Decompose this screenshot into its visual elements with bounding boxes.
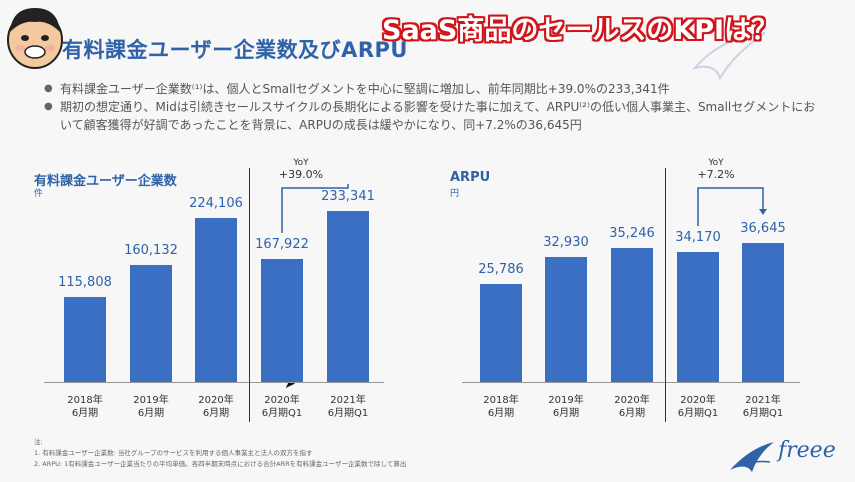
chart-baseline (462, 382, 800, 383)
yoy-arrow-icon (281, 184, 349, 233)
bar (742, 243, 784, 382)
x-tick-label: 2020年 6月期Q1 (261, 395, 303, 419)
x-tick-label: 2019年 6月期 (133, 395, 169, 419)
chart-baseline (44, 382, 384, 383)
chart-title-arpu: ARPU (450, 170, 491, 185)
chart-period-divider (249, 168, 250, 422)
bar (261, 259, 303, 382)
yoy-value: +39.0% (278, 168, 324, 181)
yoy-value: +7.2% (697, 168, 735, 181)
freee-logo-text: freee (778, 438, 836, 463)
bar (545, 257, 587, 382)
bar-value-label: 35,246 (609, 226, 655, 241)
bar-value-label: 233,341 (321, 189, 375, 204)
chart-title-users: 有料課金ユーザー企業数 (34, 174, 177, 189)
bar-value-label: 224,106 (189, 196, 243, 211)
slide-title: 有料課金ユーザー企業数及びARPU (62, 38, 408, 62)
bar-value-label: 32,930 (543, 235, 589, 250)
bar (195, 218, 237, 382)
presenter-avatar (7, 8, 63, 69)
bar (130, 265, 172, 382)
video-caption-banner: SaaS商品のセールスのKPIは？ (382, 15, 779, 46)
footnote-2: 2. ARPU: 1有料課金ユーザー企業当たりの平均単価。各四半期末時点における… (34, 460, 407, 468)
yoy-arrow-icon (697, 187, 767, 226)
bar (677, 252, 719, 382)
x-tick-label: 2019年 6月期 (548, 395, 584, 419)
bar-value-label: 25,786 (478, 262, 524, 277)
x-tick-label: 2018年 6月期 (67, 395, 103, 419)
bar (611, 248, 653, 382)
freee-bird-logo-icon (730, 442, 774, 472)
x-tick-label: 2020年 6月期 (198, 395, 234, 419)
watermark-bird-icon (692, 32, 766, 81)
yoy-label: YoY (293, 158, 309, 168)
footnote-header: 注: (34, 438, 43, 446)
x-tick-label: 2020年 6月期Q1 (677, 395, 719, 419)
bar-value-label: 34,170 (675, 230, 721, 245)
yoy-annotation: YoY +39.0% (266, 158, 336, 181)
bullet-item: 有料課金ユーザー企業数⁽¹⁾は、個人とSmallセグメントを中心に堅調に増加し、… (44, 80, 824, 98)
bar (327, 211, 369, 382)
bar-value-label: 167,922 (255, 237, 309, 252)
chart-unit-arpu: 円 (450, 189, 460, 199)
bullet-list: 有料課金ユーザー企業数⁽¹⁾は、個人とSmallセグメントを中心に堅調に増加し、… (44, 80, 824, 134)
x-tick-label: 2021年 6月期Q1 (327, 395, 369, 419)
bar-value-label: 115,808 (58, 275, 112, 290)
chart-unit-users: 件 (34, 189, 44, 199)
bar-value-label: 36,645 (740, 221, 786, 236)
mouse-cursor-icon: ➤ (284, 376, 296, 392)
yoy-annotation: YoY +7.2% (681, 158, 751, 181)
x-tick-label: 2020年 6月期 (614, 395, 650, 419)
bar-value-label: 160,132 (124, 243, 178, 258)
x-tick-label: 2021年 6月期Q1 (742, 395, 784, 419)
bar (480, 284, 522, 382)
x-tick-label: 2018年 6月期 (483, 395, 519, 419)
footnote-1: 1. 有料課金ユーザー企業数: 当社グループのサービスを利用する個人事業主と法人… (34, 449, 313, 457)
bar (64, 297, 106, 382)
bullet-item: 期初の想定通り、Midは引続きセールスサイクルの長期化による影響を受けた事に加え… (44, 98, 824, 134)
chart-period-divider (665, 168, 666, 422)
yoy-label: YoY (708, 158, 724, 168)
